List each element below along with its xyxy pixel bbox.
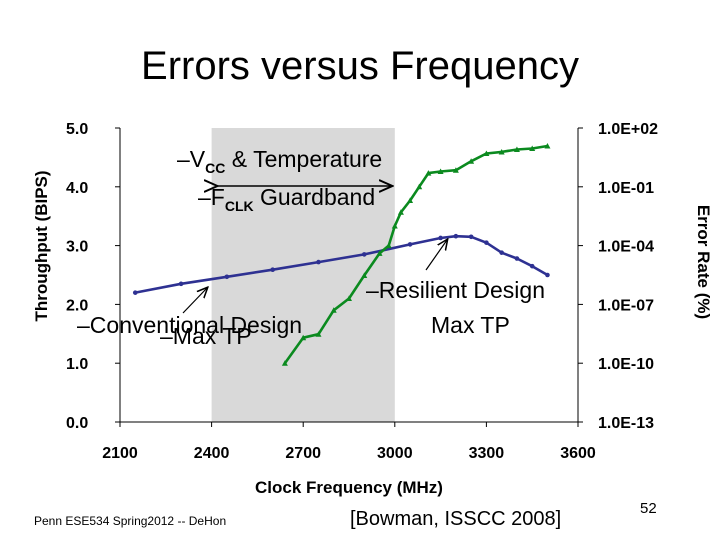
resilient-design-arrow xyxy=(425,240,447,271)
annotation-conventional-max-tp: –Max TP xyxy=(160,323,252,349)
throughput-point xyxy=(132,290,138,295)
throughput-point xyxy=(224,274,230,280)
error-rate-point xyxy=(346,295,352,301)
y2-tick-label: 1.0E-13 xyxy=(598,415,654,432)
x-tick-label: 3300 xyxy=(469,445,505,462)
slide-number: 52 xyxy=(640,500,657,517)
throughput-point xyxy=(270,267,275,273)
error-rate-point xyxy=(315,331,322,337)
y-tick-label: 0.0 xyxy=(66,415,88,432)
error-rate-point xyxy=(330,307,337,313)
y2-tick-label: 1.0E-10 xyxy=(598,356,654,373)
throughput-point xyxy=(178,281,184,287)
error-rate-point xyxy=(391,223,398,229)
annotation-resilient-design: –Resilient Design xyxy=(366,277,545,303)
throughput-point xyxy=(499,250,504,255)
throughput-point xyxy=(468,234,474,240)
y-axis-title: Throughput (BIPS) xyxy=(32,170,51,321)
x-tick-label: 2100 xyxy=(102,445,138,462)
annotation-conventional-design: –Conventional Design xyxy=(77,312,302,338)
y2-axis-title: Error Rate (%) xyxy=(694,205,713,319)
throughput-point xyxy=(438,235,443,241)
x-tick-label: 2700 xyxy=(285,445,321,462)
footer-citation: [Bowman, ISSCC 2008] xyxy=(350,508,562,530)
slide-title: Errors versus Frequency xyxy=(141,44,579,88)
annotation-fclk-guardband: –FCLK Guardband xyxy=(198,184,375,214)
error-rate-point xyxy=(361,272,368,278)
y-tick-label: 5.0 xyxy=(66,121,88,138)
throughput-point xyxy=(361,252,367,257)
error-rate-point xyxy=(544,143,551,149)
throughput-point xyxy=(484,240,489,245)
y-tick-label: 4.0 xyxy=(66,180,88,197)
throughput-point xyxy=(453,233,459,239)
x-tick-label: 3600 xyxy=(560,445,596,462)
error-rate-point xyxy=(281,360,288,366)
error-rate-point xyxy=(437,168,444,175)
throughput-point xyxy=(407,242,413,247)
error-rate-point xyxy=(385,242,392,249)
x-axis-title: Clock Frequency (MHz) xyxy=(255,478,443,497)
error-rate-point xyxy=(452,167,459,173)
y-tick-label: 1.0 xyxy=(66,356,88,373)
conventional-design-arrow xyxy=(182,288,207,314)
annotation-vcc-temperature: –VCC & Temperature xyxy=(177,146,382,176)
error-rate-point xyxy=(407,197,414,203)
y2-tick-label: 1.0E-01 xyxy=(598,180,654,197)
error-rate-point xyxy=(416,183,423,190)
error-rate-point xyxy=(529,145,536,151)
error-rate-point xyxy=(468,158,475,164)
throughput-point xyxy=(545,272,550,278)
y2-tick-label: 1.0E-07 xyxy=(598,297,654,314)
y2-tick-label: 1.0E-04 xyxy=(598,239,654,256)
throughput-point xyxy=(529,263,535,269)
throughput-point xyxy=(514,256,520,261)
y2-tick-label: 1.0E+02 xyxy=(598,121,658,138)
footer-course-label: Penn ESE534 Spring2012 -- DeHon xyxy=(34,514,227,528)
error-rate-point xyxy=(483,150,490,157)
error-rate-point xyxy=(425,170,432,176)
annotation-resilient-max-tp: Max TP xyxy=(431,312,510,338)
error-rate-point xyxy=(513,146,520,152)
error-rate-point xyxy=(300,334,307,341)
error-rate-point xyxy=(397,209,404,215)
x-tick-label: 3000 xyxy=(377,445,413,462)
x-tick-label: 2400 xyxy=(194,445,230,462)
throughput-point xyxy=(316,259,321,265)
y-tick-label: 3.0 xyxy=(66,239,88,256)
error-rate-point xyxy=(498,148,505,155)
error-rate-point xyxy=(376,250,383,256)
y-tick-label: 2.0 xyxy=(66,297,88,314)
